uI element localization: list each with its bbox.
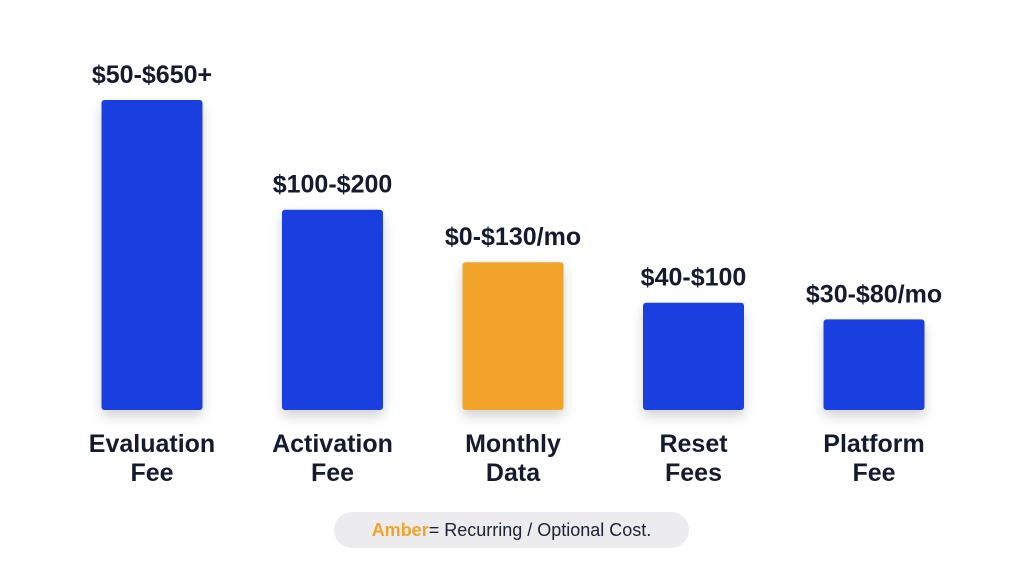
bar: [823, 319, 925, 410]
bar: [643, 302, 744, 410]
bar-value-label: $0-$130/mo: [445, 223, 581, 251]
category-label: Evaluation Fee: [89, 430, 215, 487]
bar-value-label: $50-$650+: [92, 61, 212, 89]
category-label: Platform Fee: [823, 430, 924, 487]
bar-value-label: $30-$80/mo: [806, 280, 942, 308]
bar: [462, 262, 564, 410]
category-label: Monthly Data: [465, 430, 561, 487]
bar: [101, 100, 203, 410]
category-label: Reset Fees: [659, 430, 728, 487]
chart-legend: Amber = Recurring / Optional Cost.: [334, 512, 689, 548]
legend-key-amber: Amber: [371, 519, 429, 540]
bar-value-label: $40-$100: [641, 264, 747, 292]
bar: [282, 209, 383, 410]
legend-description: = Recurring / Optional Cost.: [428, 519, 652, 540]
bar-value-label: $100-$200: [273, 171, 393, 199]
category-label: Activation Fee: [272, 430, 393, 487]
